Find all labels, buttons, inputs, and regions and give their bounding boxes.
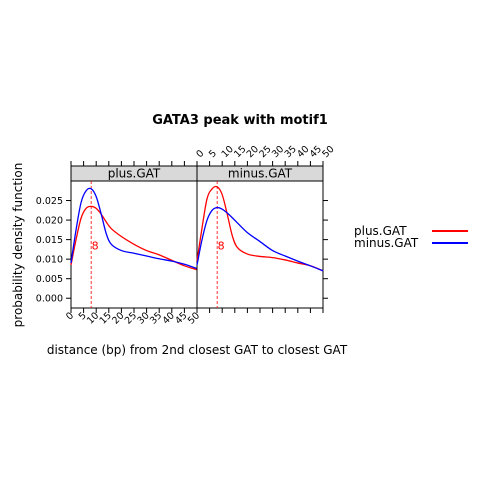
y-tick-label: 0.025 [36, 196, 63, 207]
series-line-plus.GAT [70, 205, 198, 271]
x-tick-label: 5 [207, 148, 219, 160]
legend-label-plus.GAT: plus.GAT [354, 224, 407, 238]
series-line-minus.GAT [196, 206, 324, 272]
x-axis-title: distance (bp) from 2nd closest GAT to cl… [47, 343, 348, 357]
y-tick-label: 0.015 [36, 235, 63, 246]
strip-label: minus.GAT [228, 167, 293, 181]
x-tick-label: 0 [194, 148, 206, 160]
x-tick-label: 50 [320, 144, 336, 160]
chart-title: GATA3 peak with motif1 [152, 113, 328, 128]
y-tick-label: 0.000 [36, 294, 63, 305]
annotation-label: 8 [92, 239, 99, 252]
panel-box [196, 180, 324, 309]
x-tick-label: 0 [64, 310, 76, 322]
y-tick-label: 0.020 [36, 216, 63, 227]
series-line-plus.GAT [196, 185, 324, 272]
x-tick-label: 50 [186, 310, 202, 326]
y-axis-title: probability density function [11, 163, 25, 328]
legend-label-minus.GAT: minus.GAT [354, 236, 419, 250]
y-tick-label: 0.010 [36, 255, 63, 266]
y-tick-label: 0.005 [36, 274, 63, 285]
annotation-label: 8 [218, 239, 225, 252]
strip-label: plus.GAT [108, 167, 161, 181]
series-line-minus.GAT [70, 187, 198, 270]
y-axis: 0.000 0.005 0.010 0.015 0.020 0.025 [36, 196, 328, 305]
